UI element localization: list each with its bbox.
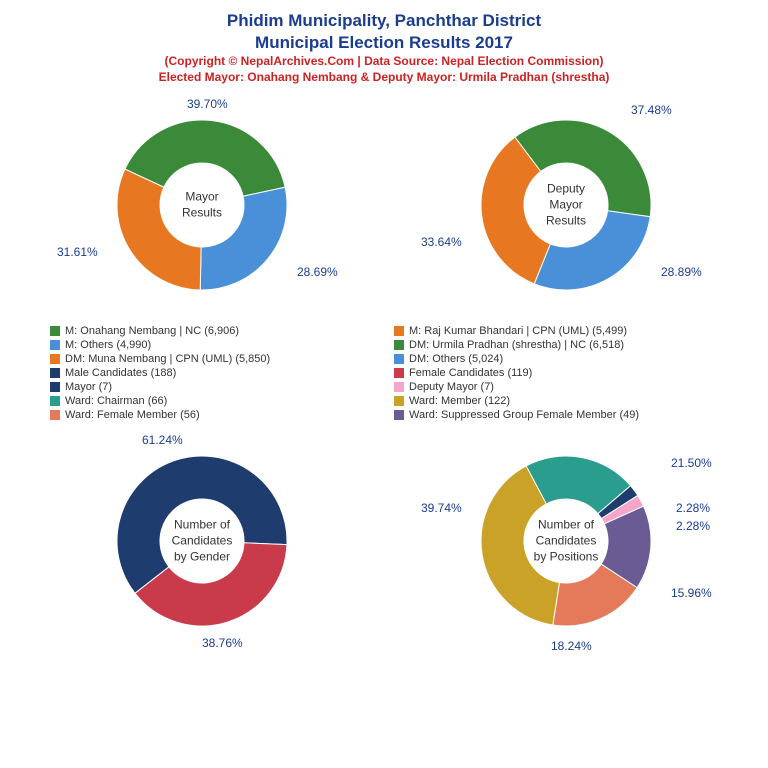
slice-label: 28.89% [661,265,702,279]
legend-text: M: Others (4,990) [65,339,151,351]
legend-swatch [394,340,404,350]
deputy-donut: DeputyMayorResults37.48%28.89%33.64% [476,115,656,295]
title-block: Phidim Municipality, Panchthar District … [20,10,748,85]
slice-label: 61.24% [142,433,183,447]
donut-center-label: MayorResults [182,190,222,221]
gender-chart-cell: Number ofCandidatesby Gender 61.24% 38.76% [20,426,384,656]
legend-item: DM: Urmila Pradhan (shrestha) | NC (6,51… [394,339,718,351]
legend-text: Female Candidates (119) [409,367,532,379]
legend-item: Deputy Mayor (7) [394,381,718,393]
legend-text: Deputy Mayor (7) [409,381,494,393]
positions-donut: Number ofCandidatesby Positions21.50%2.2… [476,451,656,631]
legend-text: DM: Urmila Pradhan (shrestha) | NC (6,51… [409,339,624,351]
deputy-chart-cell: DeputyMayorResults 37.48% 28.89% 33.64% [384,90,748,320]
legend-swatch [50,340,60,350]
slice-label: 21.50% [671,456,712,470]
legend-item: DM: Others (5,024) [394,353,718,365]
gender-donut: Number ofCandidatesby Gender61.24%38.76% [112,451,292,631]
charts-grid: MayorResults 39.70% 28.69% 31.61% DeputyMay… [20,90,748,656]
donut-slice [117,169,201,290]
slice-label: 2.28% [676,501,710,515]
slice-label: 37.48% [631,103,672,117]
mayor-donut: MayorResults39.70%28.69%31.61% [112,115,292,295]
legend-text: M: Onahang Nembang | NC (6,906) [65,325,239,337]
slice-label: 31.61% [57,245,98,259]
title-line1: Phidim Municipality, Panchthar District [20,10,748,32]
title-line2: Municipal Election Results 2017 [20,32,748,54]
slice-label: 2.28% [676,519,710,533]
legend-text: DM: Others (5,024) [409,353,503,365]
mayor-chart-cell: MayorResults 39.70% 28.69% 31.61% [20,90,384,320]
slice-label: 15.96% [671,586,712,600]
legend-item: M: Onahang Nembang | NC (6,906) [50,325,374,337]
slice-label: 33.64% [421,235,462,249]
subtitle-line1: (Copyright © NepalArchives.Com | Data So… [20,54,748,70]
legend-item: Mayor (7) [50,381,374,393]
legend-swatch [50,368,60,378]
legend-text: DM: Muna Nembang | CPN (UML) (5,850) [65,353,270,365]
legend-text: Ward: Suppressed Group Female Member (49… [409,409,639,421]
legend-swatch [50,326,60,336]
legend-swatch [394,368,404,378]
legend-swatch [394,354,404,364]
legend-item: M: Raj Kumar Bhandari | CPN (UML) (5,499… [394,325,718,337]
legend-swatch [50,382,60,392]
legend-swatch [50,396,60,406]
legend-item: M: Others (4,990) [50,339,374,351]
slice-label: 38.76% [202,636,243,650]
legend-text: Ward: Member (122) [409,395,510,407]
legend-item: Ward: Female Member (56) [50,409,374,421]
legend-item: DM: Muna Nembang | CPN (UML) (5,850) [50,353,374,365]
legend-item: Ward: Member (122) [394,395,718,407]
legend-swatch [50,354,60,364]
legend-swatch [50,410,60,420]
legend-item: Female Candidates (119) [394,367,718,379]
legend-text: M: Raj Kumar Bhandari | CPN (UML) (5,499… [409,325,627,337]
positions-chart-cell: Number ofCandidatesby Positions 21.50% 2.2… [384,426,748,656]
legend-text: Ward: Female Member (56) [65,409,200,421]
legend-swatch [394,410,404,420]
subtitle-line2: Elected Mayor: Onahang Nembang & Deputy … [20,70,748,86]
legend-item: Ward: Chairman (66) [50,395,374,407]
legend-swatch [394,382,404,392]
legend-block: M: Onahang Nembang | NC (6,906) M: Raj Ku… [20,320,748,426]
donut-center-label: Number ofCandidatesby Positions [534,518,599,565]
slice-label: 18.24% [551,639,592,653]
legend-swatch [394,396,404,406]
legend-item: Ward: Suppressed Group Female Member (49… [394,409,718,421]
legend-item: Male Candidates (188) [50,367,374,379]
legend-swatch [394,326,404,336]
legend-text: Male Candidates (188) [65,367,176,379]
slice-label: 39.74% [421,501,462,515]
donut-center-label: Number ofCandidatesby Gender [172,518,233,565]
donut-center-label: DeputyMayorResults [546,182,586,229]
slice-label: 39.70% [187,97,228,111]
legend-text: Mayor (7) [65,381,112,393]
slice-label: 28.69% [297,265,338,279]
legend-text: Ward: Chairman (66) [65,395,167,407]
